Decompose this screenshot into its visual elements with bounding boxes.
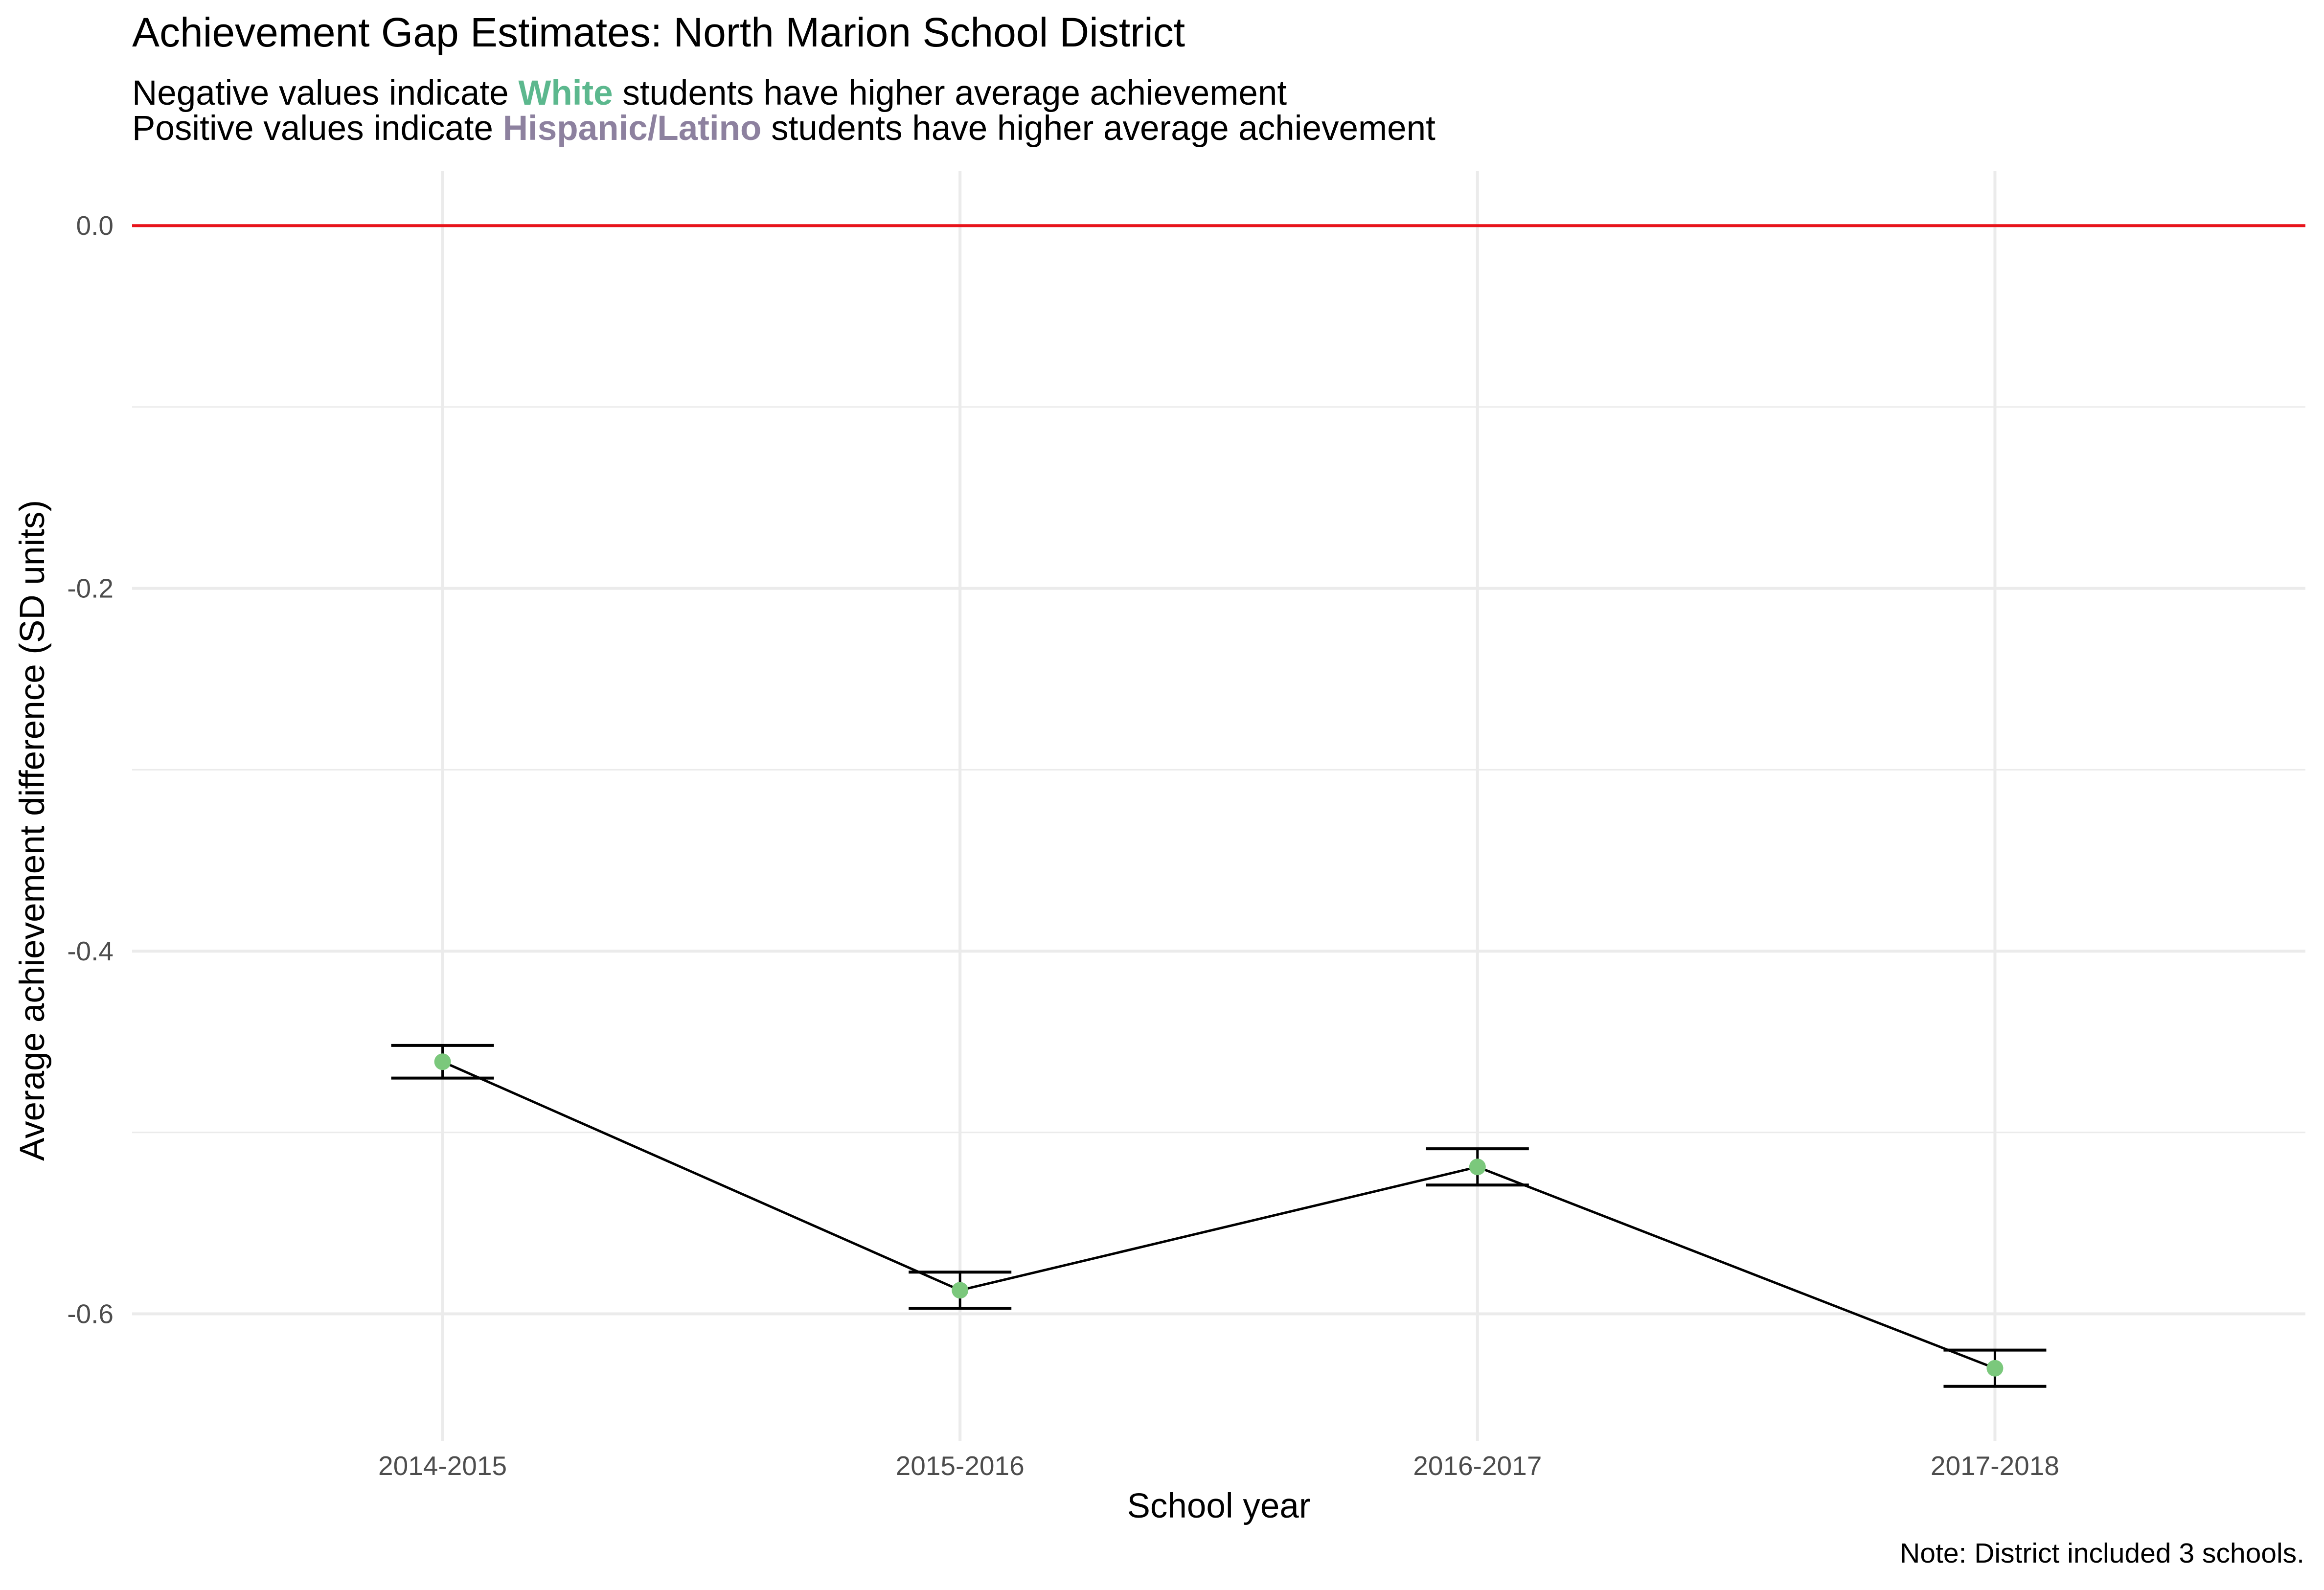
x-tick-label: 2014-2015 <box>378 1451 507 1481</box>
y-tick-label: -0.4 <box>67 936 114 966</box>
subtitle-negative-suffix: students have higher average achievement <box>613 74 1287 113</box>
y-tick-label: -0.6 <box>67 1299 114 1329</box>
subtitle-negative: Negative values indicate White students … <box>132 73 1287 113</box>
subtitle-negative-prefix: Negative values indicate <box>132 74 519 113</box>
chart-title: Achievement Gap Estimates: North Marion … <box>132 9 1185 55</box>
data-point <box>1469 1158 1486 1176</box>
x-axis-label: School year <box>1127 1487 1311 1525</box>
subtitle-white-highlight: White <box>518 74 613 113</box>
subtitle-positive-prefix: Positive values indicate <box>132 109 503 148</box>
y-tick-label: -0.2 <box>67 573 114 604</box>
subtitle-positive-suffix: students have higher average achievement <box>761 109 1435 148</box>
subtitle-positive: Positive values indicate Hispanic/Latino… <box>132 109 1435 148</box>
series-line <box>442 1060 1996 1370</box>
x-tick-label: 2017-2018 <box>1931 1451 2059 1481</box>
data-point <box>434 1053 451 1070</box>
data-point <box>952 1282 969 1299</box>
y-tick-label: 0.0 <box>76 210 114 241</box>
data-point <box>1986 1360 2004 1377</box>
chart-note: Note: District included 3 schools. <box>1900 1538 2304 1569</box>
y-axis-label: Average achievement difference (SD units… <box>13 500 52 1161</box>
x-tick-label: 2015-2016 <box>896 1451 1025 1481</box>
x-tick-label: 2016-2017 <box>1413 1451 1542 1481</box>
subtitle-hispanic-highlight: Hispanic/Latino <box>502 109 762 148</box>
